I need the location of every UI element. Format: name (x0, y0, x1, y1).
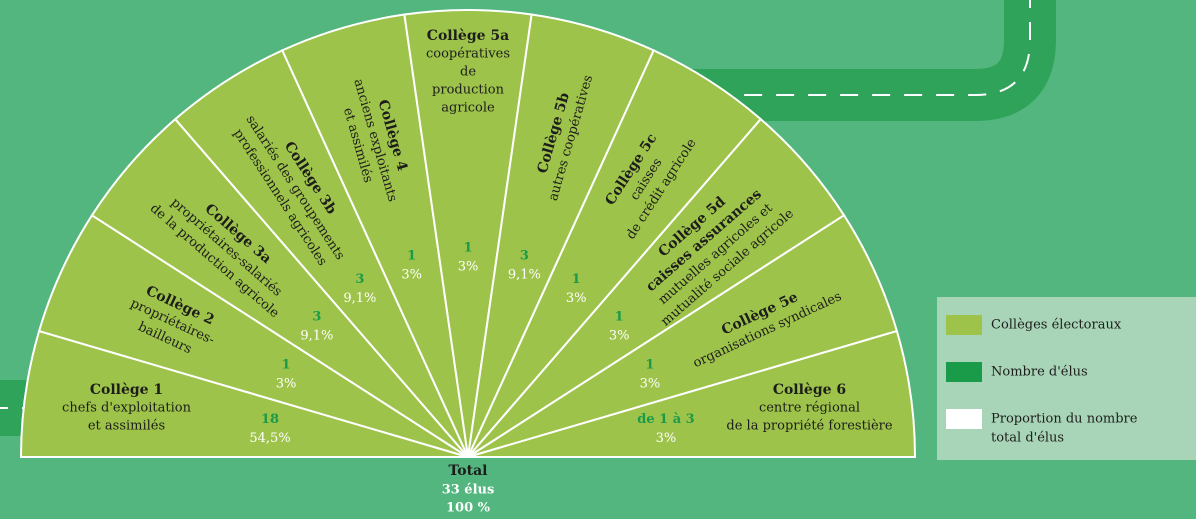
sector-title: Collège 6 (773, 382, 846, 398)
proportion: 3% (401, 268, 422, 283)
sector-description: centre régional (759, 400, 860, 415)
sector-label: Collège 6 centre régional de la propriété … (726, 382, 892, 434)
legend: Collèges électoraux Nombre d'élus Propor… (937, 297, 1196, 460)
legend-label: Proportion du nombre (991, 412, 1138, 427)
proportion: 3% (609, 329, 630, 344)
proportion: 54,5% (249, 431, 290, 446)
total-label: Total (448, 463, 487, 479)
elus-count: 1 (282, 357, 291, 372)
elus-count: 1 (463, 241, 472, 256)
sector-description: de (460, 65, 476, 80)
elus-count: 1 (645, 357, 654, 372)
legend-label: Nombre d'élus (991, 365, 1088, 380)
sector-description: chefs d'exploitation (62, 400, 192, 415)
sector-title: Collège 5a (427, 28, 509, 44)
proportion: 9,1% (508, 268, 541, 283)
elus-count: 1 (407, 249, 416, 264)
elus-count: 3 (520, 249, 529, 264)
proportion: 9,1% (300, 329, 333, 344)
sector-description: et assimilés (88, 418, 165, 433)
legend-label: Collèges électoraux (991, 318, 1122, 333)
sector (467, 329, 917, 458)
fan: Collège 1 chefs d'exploitation et assimilé… (19, 9, 917, 458)
proportion: 9,1% (343, 291, 376, 306)
elus-count: 3 (355, 272, 364, 287)
proportion: 3% (458, 260, 479, 275)
sector-label: Collège 5a coopératives de production agrico… (426, 28, 510, 116)
elus-count: de 1 à 3 (637, 412, 694, 427)
sector-title: Collège 1 (90, 382, 163, 398)
legend-label: total d'élus (991, 431, 1064, 446)
elus-count: 18 (261, 412, 279, 427)
total-elus: 33 élus (442, 483, 495, 498)
sector-description: de la propriété forestière (726, 418, 892, 433)
total-proportion: 100 % (446, 501, 491, 516)
elus-count: 1 (615, 310, 624, 325)
proportion: 3% (566, 291, 587, 306)
proportion: 3% (276, 376, 297, 391)
proportion: 3% (656, 431, 677, 446)
proportion: 3% (640, 376, 661, 391)
legend-swatch (946, 315, 982, 335)
sector-label: Collège 1 chefs d'exploitation et assimilé… (62, 382, 192, 434)
sector-description: agricole (441, 101, 495, 116)
elus-count: 1 (572, 272, 581, 287)
sector-description: production (432, 83, 505, 98)
legend-swatch (946, 409, 982, 429)
sector-description: coopératives (426, 47, 510, 62)
elus-count: 3 (312, 310, 321, 325)
legend-swatch (946, 362, 982, 382)
